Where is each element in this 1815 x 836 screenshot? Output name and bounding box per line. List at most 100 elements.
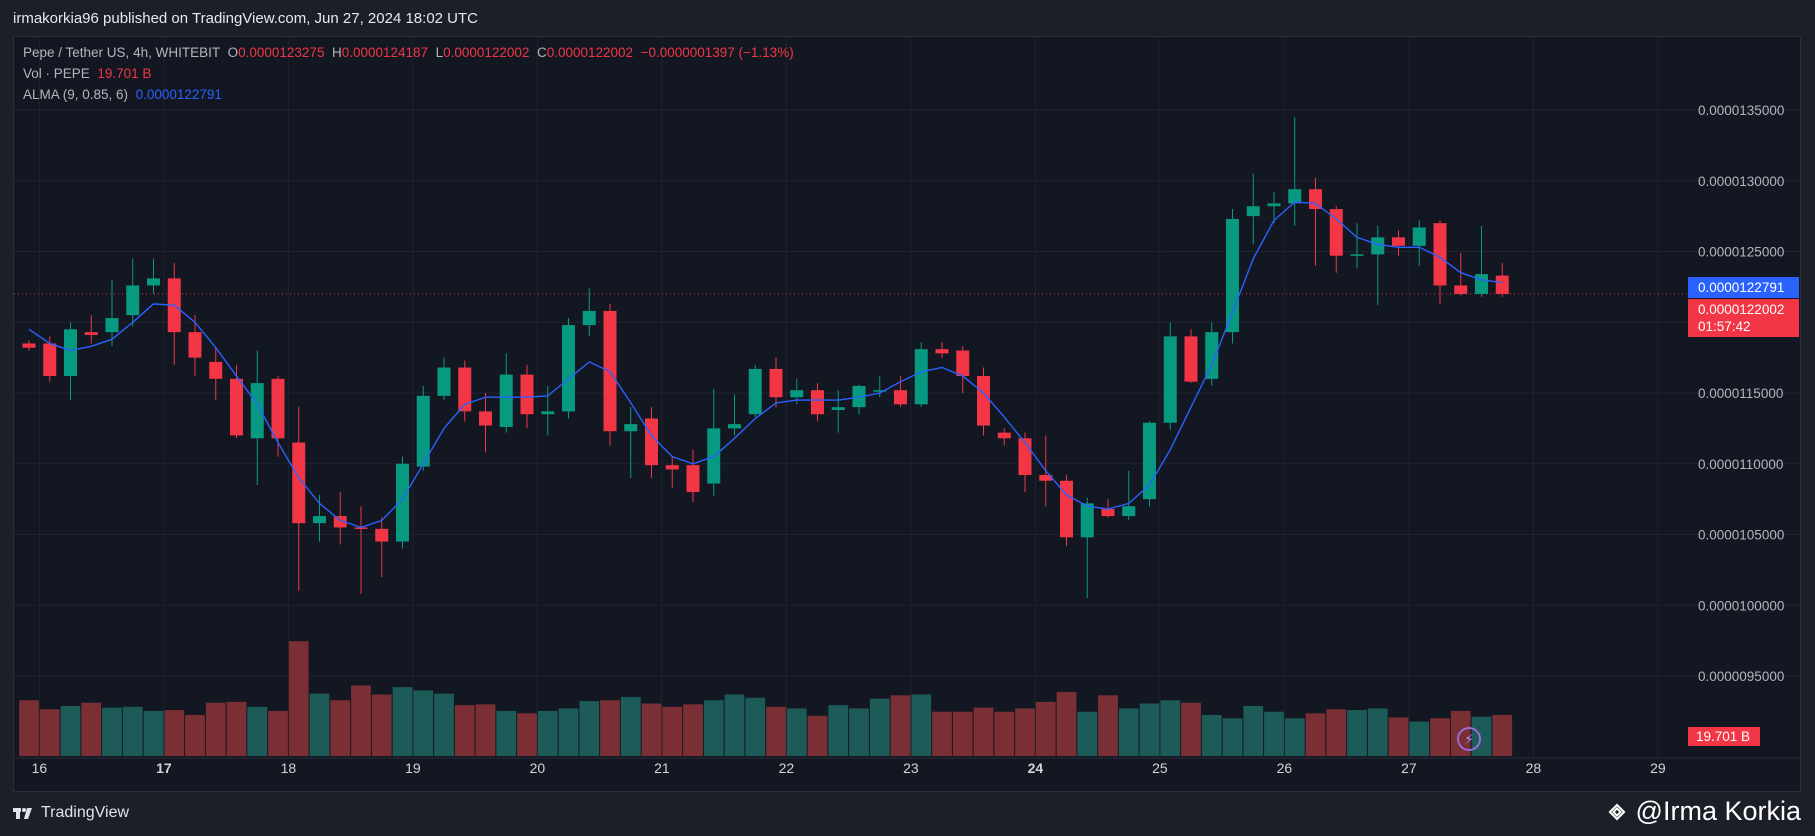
- candle: [811, 383, 824, 422]
- tradingview-logo[interactable]: TradingView: [13, 804, 129, 822]
- x-tick-label: 19: [405, 760, 421, 776]
- alma-legend: ALMA (9, 0.85, 6) 0.0000122791: [23, 87, 222, 102]
- x-tick-label: 17: [156, 760, 172, 776]
- volume-bar: [268, 710, 288, 756]
- candle-body: [977, 376, 990, 426]
- candle: [956, 346, 970, 393]
- candle: [437, 357, 451, 401]
- published-by-text: irmakorkia96 published on TradingView.co…: [13, 10, 478, 27]
- volume-bar: [745, 697, 766, 756]
- candle-body: [22, 343, 36, 348]
- candle-body: [230, 378, 243, 436]
- candle-body: [831, 407, 845, 410]
- candle: [333, 492, 347, 545]
- candle-body: [582, 310, 596, 326]
- candle-body: [686, 465, 700, 493]
- candle: [935, 342, 949, 358]
- candle-body: [313, 516, 326, 524]
- candle: [147, 258, 160, 294]
- candle-body: [1392, 237, 1405, 246]
- signature-text: @Irma Korkia: [1635, 796, 1801, 826]
- candle-body: [624, 424, 638, 432]
- x-tick-label: 26: [1277, 760, 1293, 776]
- x-tick-label: 29: [1650, 760, 1666, 776]
- candle-body: [416, 395, 430, 467]
- tradingview-brand: TradingView: [41, 804, 130, 821]
- volume-bar: [1222, 718, 1243, 756]
- lightning-icon[interactable]: ⚡: [1457, 727, 1481, 751]
- candle-body: [1329, 209, 1343, 256]
- volume-bar: [475, 704, 496, 756]
- candle-body: [1412, 227, 1426, 246]
- candle: [416, 385, 430, 471]
- y-tick-label: 0.0000115000: [1698, 386, 1783, 401]
- candle-body: [1246, 206, 1260, 217]
- volume-bar: [1326, 709, 1347, 756]
- volume-bar: [558, 708, 579, 756]
- high-value: 0.0000124187: [341, 45, 429, 60]
- volume-label[interactable]: Vol · PEPE: [23, 66, 90, 81]
- volume-bar: [496, 710, 517, 756]
- volume-bar: [869, 698, 890, 756]
- candle-body: [562, 325, 575, 412]
- candle: [707, 388, 721, 497]
- last-price-value: 0.0000122002: [1698, 302, 1785, 317]
- volume-bar: [1015, 708, 1035, 756]
- x-tick-label: 28: [1526, 760, 1542, 776]
- high-label: H: [331, 45, 342, 60]
- volume-bar: [1409, 721, 1430, 756]
- volume-bar: [60, 705, 81, 756]
- candle-body: [541, 411, 555, 415]
- volume-bar: [1077, 711, 1098, 756]
- candle-body: [1350, 254, 1364, 256]
- candle: [997, 428, 1011, 446]
- alma-label[interactable]: ALMA (9, 0.85, 6): [23, 87, 129, 102]
- volume-bar: [309, 693, 330, 756]
- chart-pane[interactable]: [13, 36, 1801, 792]
- volume-bar: [620, 696, 641, 756]
- candle: [894, 376, 907, 408]
- candle: [686, 449, 700, 502]
- candle-body: [188, 332, 202, 358]
- symbol-title[interactable]: Pepe / Tether US, 4h, WHITEBIT: [23, 45, 221, 60]
- ohlc-legend: Pepe / Tether US, 4h, WHITEBIT O0.000012…: [23, 45, 794, 60]
- candle-body: [43, 343, 57, 377]
- low-label: L: [435, 45, 444, 60]
- candle: [105, 279, 119, 347]
- x-tick-label: 16: [32, 760, 48, 776]
- close-value: 0.0000122002: [546, 45, 634, 60]
- candle: [645, 407, 658, 478]
- candle: [1392, 230, 1405, 256]
- volume-bar: [724, 694, 745, 756]
- volume-bar: [786, 708, 807, 756]
- x-tick-label: 27: [1401, 760, 1417, 776]
- candle-body: [748, 368, 762, 415]
- volume-bar: [1181, 702, 1201, 756]
- low-value: 0.0000122002: [443, 45, 530, 60]
- candle: [1329, 206, 1343, 273]
- alma-line: [28, 201, 1503, 529]
- volume-bar: [579, 701, 600, 756]
- candle: [1412, 220, 1426, 266]
- volume-bar: [288, 641, 309, 756]
- candle-body: [333, 516, 347, 528]
- volume-bar: [247, 706, 268, 756]
- candle: [748, 364, 762, 418]
- candle: [624, 407, 638, 478]
- candle: [582, 288, 596, 337]
- volume-bar: [1098, 695, 1118, 756]
- alma-price-tag: 0.0000122791: [1688, 277, 1799, 298]
- candle-body: [790, 390, 804, 398]
- candle: [1060, 475, 1073, 546]
- y-tick-label: 0.0000100000: [1698, 598, 1784, 613]
- diamond-logo-icon: [1608, 803, 1626, 820]
- volume-bar: [766, 706, 786, 756]
- candle: [22, 340, 36, 351]
- footer-bar: [0, 792, 1815, 836]
- publish-bar: irmakorkia96 published on TradingView.co…: [0, 0, 1815, 36]
- volume-bar: [205, 702, 226, 756]
- candle-body: [105, 318, 119, 333]
- volume-bar: [371, 694, 392, 756]
- candle: [1205, 322, 1219, 386]
